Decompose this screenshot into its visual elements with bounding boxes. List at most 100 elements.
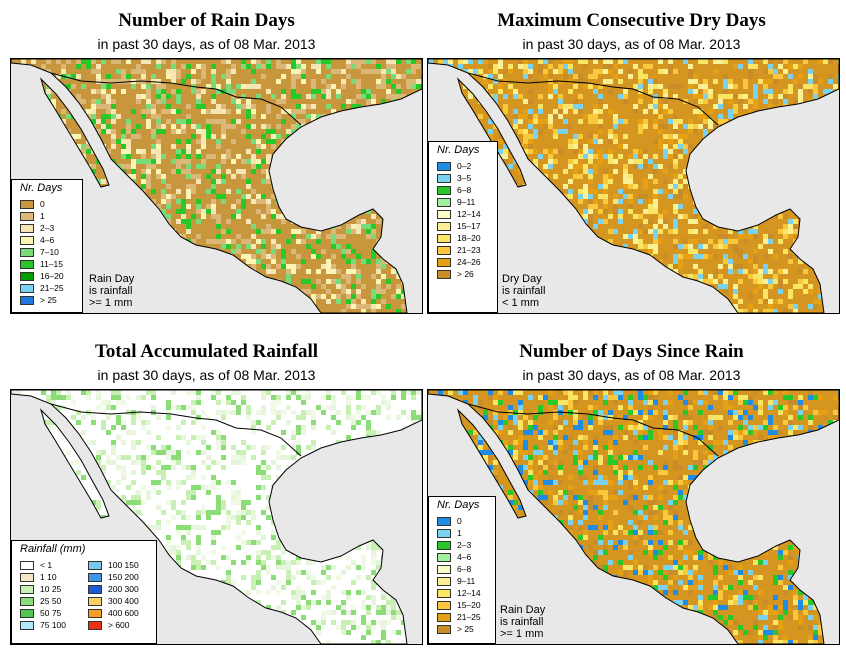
legend-note-line: Rain Day <box>500 604 546 616</box>
legend-swatch <box>20 296 34 305</box>
legend-label: 100 150 <box>108 560 139 570</box>
legend-swatch <box>20 260 34 269</box>
coastline <box>428 59 839 313</box>
legend-swatch <box>20 609 34 618</box>
legend-swatch <box>437 258 451 267</box>
legend-swatch <box>437 234 451 243</box>
legend-note: Dry Day is rainfall < 1 mm <box>502 273 545 309</box>
legend-swatch <box>437 541 451 550</box>
legend-label: 1 <box>40 211 45 221</box>
us-border <box>467 403 719 457</box>
legend: Nr. Days 0 1 2–3 4–6 7–10 11–15 16–20 21–25 > 25 <box>11 179 83 313</box>
legend-label: 2–3 <box>457 540 472 550</box>
legend-label: 16–20 <box>40 271 64 281</box>
legend: Nr. Days 0–2 3–5 6–8 9–11 12–14 15–17 18–20 21–… <box>428 141 498 313</box>
legend-label: 21–25 <box>457 612 481 622</box>
legend-label: 9–11 <box>457 576 476 586</box>
legend-label: 0 <box>457 516 462 526</box>
legend-swatch <box>20 284 34 293</box>
panel-subtitle: in past 30 days, as of 08 Mar. 2013 <box>522 367 741 383</box>
legend-swatch <box>20 272 34 281</box>
legend-swatch <box>88 573 102 582</box>
panel-subtitle: in past 30 days, as of 08 Mar. 2013 <box>522 36 741 52</box>
legend-swatch <box>20 597 34 606</box>
legend-label: 4–6 <box>457 552 472 562</box>
legend-note-line: >= 1 mm <box>89 297 133 309</box>
legend-note: Rain Day is rainfall >= 1 mm <box>89 273 134 309</box>
legend-swatch <box>437 553 451 562</box>
legend-swatch <box>437 210 451 219</box>
legend-swatch <box>20 561 34 570</box>
legend-swatch <box>437 198 451 207</box>
legend-label: 9–11 <box>457 197 476 207</box>
legend: Rainfall (mm) < 1 1 10 10 25 25 50 50 75 75 1… <box>11 540 157 644</box>
panel-subtitle: in past 30 days, as of 08 Mar. 2013 <box>97 367 316 383</box>
coastline <box>11 59 422 313</box>
legend-label: 300 400 <box>108 596 139 606</box>
legend-title: Rainfall (mm) <box>20 543 86 555</box>
baja-coastline <box>39 77 110 188</box>
us-border <box>50 403 302 457</box>
legend-label: > 600 <box>108 620 130 630</box>
legend-label: < 1 <box>40 560 53 570</box>
coastline <box>428 390 839 644</box>
legend-swatch <box>88 561 102 570</box>
legend-label: 18–20 <box>457 233 481 243</box>
legend-swatch <box>88 585 102 594</box>
legend-swatch <box>437 529 451 538</box>
legend-title: Nr. Days <box>437 144 480 156</box>
legend-swatch <box>437 222 451 231</box>
legend-swatch <box>437 186 451 195</box>
legend-note-line: is rainfall <box>89 285 133 297</box>
legend-note-line: Rain Day <box>89 273 135 285</box>
legend-note-line: is rainfall <box>502 285 546 297</box>
legend-label: 11–15 <box>40 259 64 269</box>
legend-swatch <box>20 573 34 582</box>
legend: Nr. Days 0 1 2–3 4–6 6–8 9–11 12–14 15–20 21–25 >… <box>428 496 496 644</box>
legend-label: > 26 <box>457 269 474 279</box>
legend-label: 7–10 <box>40 247 59 257</box>
legend-label: > 25 <box>457 624 474 634</box>
panel-title: Maximum Consecutive Dry Days <box>497 10 766 31</box>
legend-swatch <box>20 200 34 209</box>
legend-note: Rain Day is rainfall >= 1 mm <box>500 604 545 640</box>
panel-subtitle: in past 30 days, as of 08 Mar. 2013 <box>97 36 316 52</box>
legend-label: 200 300 <box>108 584 139 594</box>
legend-label: 12–14 <box>457 588 481 598</box>
legend-label: 1 <box>457 528 462 538</box>
legend-swatch <box>20 236 34 245</box>
us-border <box>467 72 719 126</box>
map-rain-days: Nr. Days 0 1 2–3 4–6 7–10 11–15 16–20 21–25 > 25… <box>10 58 423 314</box>
legend-label: > 25 <box>40 295 57 305</box>
legend-label: 15–17 <box>457 221 481 231</box>
legend-swatch <box>437 162 451 171</box>
panel-title: Number of Rain Days <box>118 10 295 31</box>
baja-coastline <box>456 77 527 188</box>
legend-label: 6–8 <box>457 185 472 195</box>
legend-label: 150 200 <box>108 572 139 582</box>
legend-note-line: >= 1 mm <box>500 628 544 640</box>
legend-swatch <box>20 212 34 221</box>
legend-swatch <box>88 621 102 630</box>
legend-title: Nr. Days <box>20 182 63 194</box>
legend-note-line: < 1 mm <box>502 297 539 309</box>
legend-label: 50 75 <box>40 608 62 618</box>
panel-title: Total Accumulated Rainfall <box>94 341 319 362</box>
legend-swatch <box>88 597 102 606</box>
legend-swatch <box>437 613 451 622</box>
legend-label: 21–25 <box>40 283 64 293</box>
legend-note-line: Dry Day <box>502 273 542 285</box>
legend-swatch <box>437 589 451 598</box>
legend-swatch <box>437 565 451 574</box>
legend-swatch <box>20 621 34 630</box>
legend-label: 12–14 <box>457 209 481 219</box>
panel-title: Number of Days Since Rain <box>519 341 744 362</box>
legend-swatch <box>437 246 451 255</box>
map-canvas <box>428 390 839 644</box>
map-canvas <box>11 59 422 313</box>
legend-swatch <box>20 585 34 594</box>
legend-label: 0 <box>40 199 45 209</box>
legend-label: 21–23 <box>457 245 481 255</box>
legend-label: 4–6 <box>40 235 55 245</box>
legend-label: 24–26 <box>457 257 481 267</box>
